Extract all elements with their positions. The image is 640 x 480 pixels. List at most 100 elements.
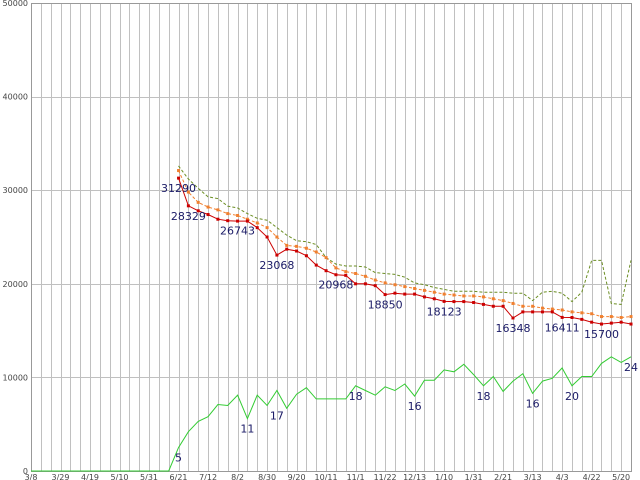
data-label: 16348 <box>495 322 530 335</box>
data-point <box>236 219 240 223</box>
data-point <box>285 247 289 251</box>
data-point <box>511 301 515 305</box>
data-point <box>531 304 535 308</box>
x-tick-label: 5/31 <box>140 473 158 480</box>
data-point <box>354 272 358 276</box>
data-point <box>265 235 269 239</box>
data-point <box>481 302 485 306</box>
data-point <box>609 321 613 325</box>
axes: 0 10000 20000 30000 40000 50000 3/8 3/29 4/19 5/1… <box>3 0 632 480</box>
data-point <box>304 254 308 258</box>
data-point <box>216 208 220 212</box>
x-tick-label: 5/10 <box>111 473 129 480</box>
data-point <box>491 304 495 308</box>
data-label: 16411 <box>545 321 580 334</box>
y-tick-label: 10000 <box>3 373 28 382</box>
data-point <box>285 243 289 247</box>
data-point <box>481 295 485 299</box>
data-point <box>295 244 299 248</box>
data-point <box>295 249 299 253</box>
data-label: 18123 <box>427 305 462 318</box>
x-tick-label: 3/8 <box>25 473 38 480</box>
data-point <box>363 282 367 286</box>
x-tick-label: 3/29 <box>52 473 70 480</box>
series-line-2 <box>178 177 632 325</box>
data-label: 16 <box>526 397 540 410</box>
data-point <box>422 295 426 299</box>
x-tick-label: 3/13 <box>524 473 542 480</box>
data-point <box>629 315 633 319</box>
data-point <box>186 190 190 194</box>
data-point <box>472 294 476 298</box>
data-point <box>177 176 181 180</box>
data-point <box>304 246 308 250</box>
data-label: 18 <box>476 390 490 403</box>
x-tick-label: 1/10 <box>435 473 453 480</box>
data-point <box>324 256 328 260</box>
data-point <box>403 292 407 296</box>
data-point <box>432 290 436 294</box>
data-point <box>314 263 318 267</box>
data-label: 24 <box>624 361 638 374</box>
data-point <box>540 310 544 314</box>
data-label: 20 <box>565 390 579 403</box>
data-point <box>413 292 417 296</box>
data-point <box>373 284 377 288</box>
data-point <box>560 315 564 319</box>
data-point <box>619 315 623 319</box>
data-point <box>540 306 544 310</box>
data-label: 15700 <box>584 328 619 341</box>
data-point <box>590 320 594 324</box>
series-group <box>31 165 633 472</box>
x-tick-label: 7/12 <box>199 473 217 480</box>
data-point <box>629 322 633 326</box>
x-tick-label: 9/20 <box>288 473 306 480</box>
x-tick-label: 4/19 <box>81 473 99 480</box>
data-label: 17 <box>270 409 284 422</box>
data-point <box>226 219 230 223</box>
data-point <box>186 204 190 208</box>
data-point <box>462 294 466 298</box>
data-point <box>442 299 446 303</box>
data-point <box>255 221 259 225</box>
data-point <box>236 213 240 217</box>
data-point <box>334 266 338 270</box>
x-tick-label: 4/22 <box>583 473 601 480</box>
data-point <box>560 308 564 312</box>
data-point <box>501 299 505 303</box>
data-point <box>196 209 200 213</box>
data-point <box>590 312 594 316</box>
y-tick-label: 50000 <box>3 0 28 8</box>
data-point <box>413 286 417 290</box>
data-point <box>511 316 515 320</box>
data-point <box>226 212 230 216</box>
data-point <box>393 291 397 295</box>
data-point <box>580 311 584 315</box>
x-tick-label: 8/30 <box>258 473 276 480</box>
grid <box>31 3 632 472</box>
data-point <box>609 315 613 319</box>
data-point <box>619 320 623 324</box>
data-point <box>491 297 495 301</box>
y-tick-label: 30000 <box>3 186 28 195</box>
data-point <box>452 293 456 297</box>
data-point <box>550 307 554 311</box>
y-tick-label: 40000 <box>3 93 28 102</box>
data-label: 20968 <box>318 279 353 292</box>
x-tick-label: 8/2 <box>231 473 244 480</box>
data-point <box>432 297 436 301</box>
data-label: 26743 <box>220 225 255 238</box>
series-line-3 <box>31 356 632 472</box>
data-point <box>472 301 476 305</box>
data-point <box>570 315 574 319</box>
data-point <box>442 292 446 296</box>
data-point <box>383 293 387 297</box>
data-point <box>531 310 535 314</box>
data-point <box>265 226 269 230</box>
data-point <box>393 283 397 287</box>
data-point <box>344 273 348 277</box>
data-point <box>216 217 220 221</box>
data-point <box>521 304 525 308</box>
data-point <box>521 310 525 314</box>
